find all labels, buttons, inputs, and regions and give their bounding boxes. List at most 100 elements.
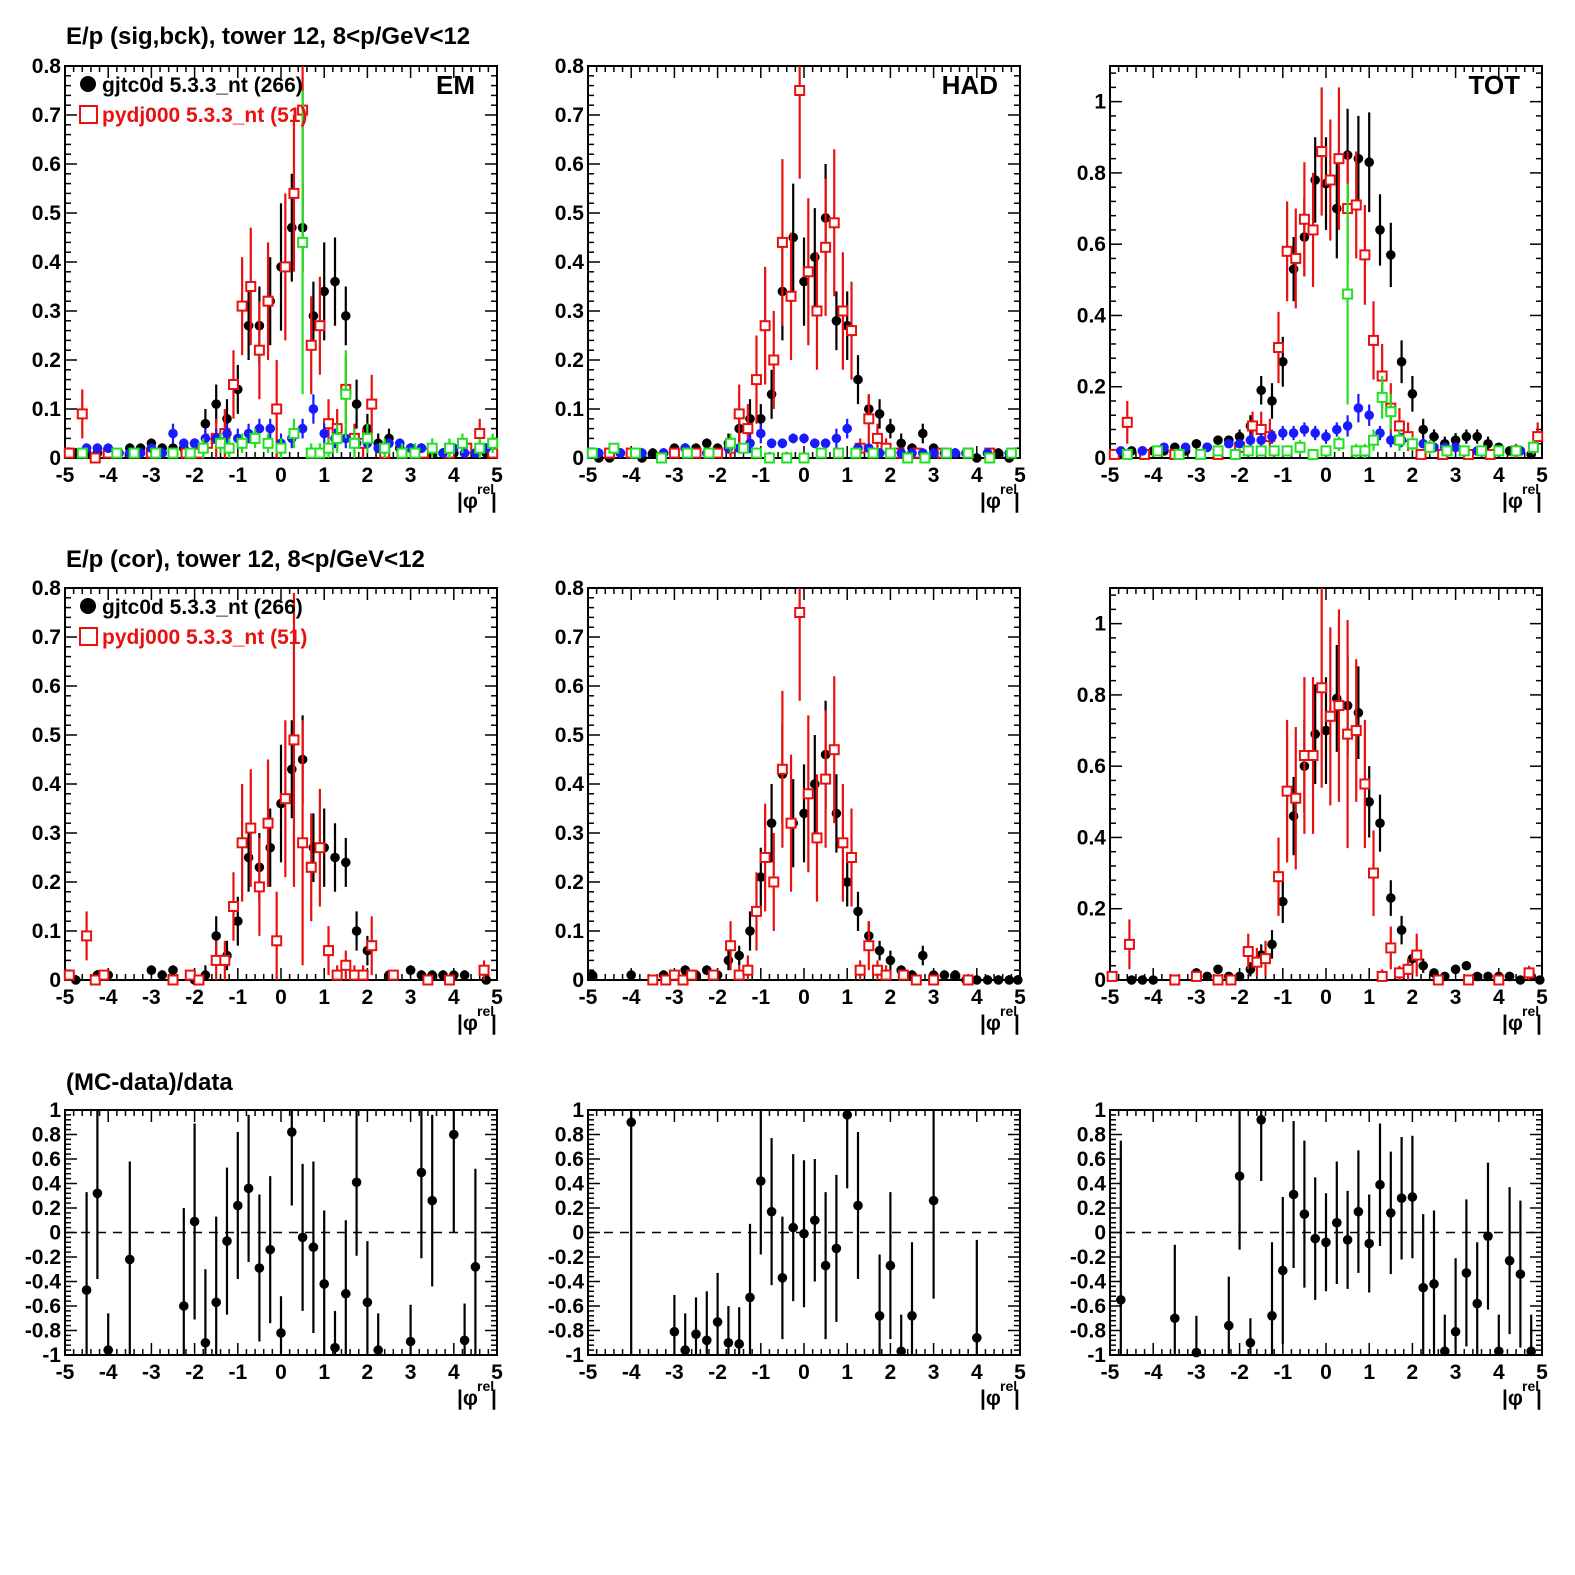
- x-tick-label: 0: [275, 986, 287, 1009]
- data-point: [1463, 974, 1475, 986]
- data-point: [1169, 974, 1181, 986]
- y-tick-label: 0.4: [1077, 826, 1107, 849]
- x-tick-label: 4: [448, 464, 460, 487]
- x-axis-label-close: |: [1014, 1012, 1020, 1035]
- data-point: [361, 432, 373, 444]
- data-point: [1396, 925, 1407, 935]
- data-point: [271, 935, 283, 947]
- data-point: [1333, 153, 1345, 165]
- data-point: [1353, 153, 1364, 164]
- data-point: [305, 339, 317, 351]
- x-axis-label: |φ: [980, 490, 1001, 513]
- data-point: [1310, 175, 1320, 185]
- x-tick-label: -5: [56, 1361, 75, 1384]
- data-point: [297, 236, 309, 248]
- x-tick-label: -3: [1187, 1361, 1206, 1384]
- y-tick-label: -0.8: [548, 1320, 585, 1343]
- data-point: [1290, 252, 1302, 264]
- data-point: [1321, 725, 1331, 736]
- data-point: [245, 822, 257, 834]
- y-tick-label: 0.6: [1077, 755, 1106, 778]
- data-point: [1212, 445, 1224, 457]
- y-tick-label: -0.6: [548, 1295, 584, 1318]
- data-point: [1368, 434, 1380, 446]
- y-tick-label: 0: [1094, 969, 1106, 992]
- data-point: [1225, 974, 1237, 986]
- y-tick-label: 0.4: [1077, 304, 1107, 327]
- x-tick-label: -4: [1144, 464, 1163, 487]
- y-tick-label: 0.4: [1077, 1173, 1107, 1196]
- data-point: [305, 861, 317, 873]
- data-point: [1375, 1179, 1385, 1190]
- data-point: [918, 950, 928, 961]
- data-point: [853, 1200, 863, 1211]
- data-point: [907, 1311, 917, 1321]
- data-point: [1385, 406, 1397, 418]
- data-point: [223, 442, 235, 454]
- data-point: [125, 1254, 135, 1265]
- data-point: [1245, 1337, 1256, 1348]
- x-axis-label-close: |: [491, 1012, 497, 1035]
- data-point: [297, 837, 309, 849]
- x-tick-label: -2: [1230, 1361, 1249, 1384]
- data-point: [1272, 342, 1284, 354]
- data-point: [330, 276, 340, 287]
- data-point: [236, 437, 248, 449]
- x-tick-label: -2: [185, 986, 204, 1009]
- data-point: [1386, 893, 1396, 903]
- x-tick-label: -4: [1144, 1361, 1163, 1384]
- data-point: [846, 852, 858, 863]
- data-point: [449, 1129, 459, 1140]
- data-point: [1396, 356, 1407, 367]
- data-point: [111, 447, 123, 459]
- x-axis-label: |φ: [980, 1012, 1001, 1035]
- y-tick-label: 0.8: [1077, 684, 1107, 707]
- x-tick-label: 2: [885, 986, 897, 1009]
- x-tick-label: -4: [99, 464, 118, 487]
- data-point: [785, 817, 797, 829]
- x-tick-label: 4: [971, 1361, 983, 1384]
- data-point: [738, 442, 750, 454]
- panel-1: -5 -4 -3 -2 -1 0 1 2 3 4 5 0 0.1 0.2 0.3 0.4 0.5 0.6 0.7 0.…: [32, 55, 503, 513]
- data-point: [366, 398, 378, 410]
- data-point: [794, 607, 806, 618]
- data-point: [128, 447, 140, 459]
- legend-label-data: gjtc0d 5.3.3_nt (266): [102, 596, 303, 619]
- x-tick-label: 3: [928, 1361, 940, 1384]
- data-point: [1307, 749, 1319, 761]
- y-tick-label: 0.5: [32, 724, 62, 747]
- panel-4: -5 -4 -3 -2 -1 0 1 2 3 4 5 0 0.1 0.2 0.3 0.4 0.5 0.6 0.7 0.…: [32, 577, 503, 1035]
- data-point: [810, 1215, 820, 1226]
- data-point: [340, 959, 352, 971]
- y-tick-label: 0.4: [32, 773, 62, 796]
- y-tick-label: 0.4: [32, 1173, 62, 1196]
- data-point: [443, 974, 455, 986]
- data-point: [1364, 157, 1374, 168]
- data-point: [1288, 264, 1299, 274]
- data-point: [357, 969, 369, 981]
- data-point: [768, 354, 780, 366]
- data-point: [768, 876, 780, 888]
- data-point: [871, 432, 883, 444]
- data-point: [928, 1195, 939, 1206]
- data-point: [1368, 867, 1380, 879]
- data-point: [200, 1337, 211, 1348]
- data-point: [1106, 970, 1118, 982]
- data-point: [81, 930, 93, 942]
- y-tick-label: 0: [572, 1222, 584, 1245]
- x-axis-label-sup: rel: [477, 1003, 494, 1019]
- data-point: [1137, 975, 1148, 985]
- series-1: [626, 1110, 982, 1357]
- data-point: [668, 447, 680, 459]
- x-tick-label: 1: [318, 986, 330, 1009]
- data-point: [1386, 250, 1396, 260]
- data-point: [1461, 431, 1472, 442]
- data-point: [853, 906, 863, 917]
- y-tick-label: -1: [1087, 1344, 1106, 1367]
- panel-label-em: EM: [436, 70, 475, 100]
- data-point: [288, 734, 300, 746]
- x-tick-label: 1: [841, 986, 853, 1009]
- x-tick-label: -1: [228, 1361, 247, 1384]
- x-tick-label: 3: [405, 1361, 417, 1384]
- x-tick-label: 2: [362, 986, 374, 1009]
